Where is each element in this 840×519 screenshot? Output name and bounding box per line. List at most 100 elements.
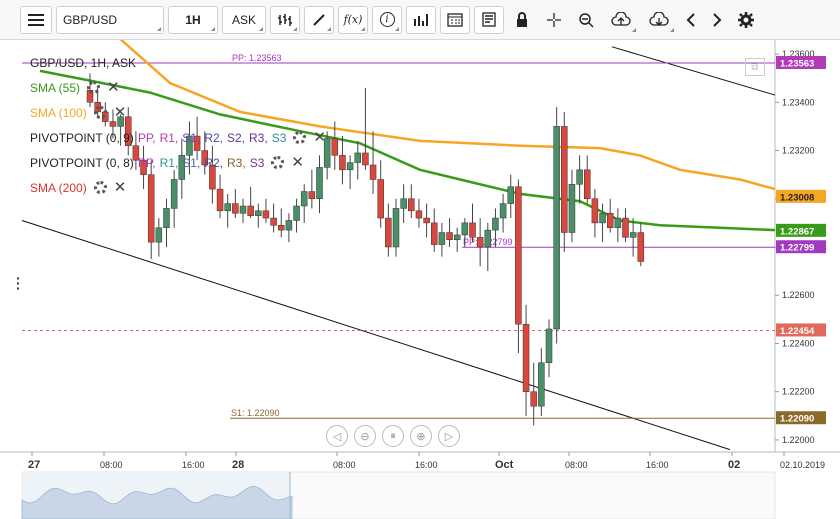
price-chart[interactable]: 1.236001.234001.232001.230001.228001.226… [0, 40, 840, 519]
candle-body [170, 179, 178, 209]
gear-icon[interactable] [87, 81, 101, 94]
candle [476, 218, 484, 267]
price-tag-pp-mid-bg [776, 240, 826, 254]
candle-body [163, 208, 170, 228]
zoom-in-icon: ⊕ [416, 430, 426, 443]
candle-body [614, 217, 622, 228]
candle-body [140, 159, 147, 175]
sma55-line [39, 69, 776, 232]
close-icon[interactable]: ✕ [291, 153, 304, 171]
bar-style-button[interactable] [270, 5, 300, 34]
candle-body [331, 138, 339, 156]
candle-body [423, 217, 430, 224]
candle-body [285, 220, 293, 231]
candle-body [446, 232, 453, 241]
candle-body [461, 222, 469, 236]
x-tick-label: 16:00 [182, 460, 205, 470]
close-icon[interactable]: ✕ [113, 178, 127, 196]
sma55-label[interactable]: SMA (55) [30, 80, 81, 95]
candle [232, 189, 239, 219]
candle [423, 203, 430, 238]
legend-sma55-row: SMA (55) ✕ [30, 75, 326, 100]
candle-body [216, 188, 224, 212]
symbol-selector[interactable]: GBP/USD [56, 5, 164, 34]
gear-icon[interactable] [93, 106, 107, 119]
pivot2-r3: R3, [227, 155, 246, 170]
lock-button[interactable] [508, 6, 536, 34]
download-icon [649, 11, 669, 26]
candle-body [530, 391, 537, 407]
pivot1-r1: R1, [159, 130, 179, 145]
close-icon[interactable]: ✕ [113, 103, 127, 121]
upload-button[interactable] [604, 6, 638, 34]
y-tick-label: 1.23200 [782, 146, 815, 156]
candle [293, 198, 300, 233]
zoom-button[interactable] [572, 6, 600, 34]
sma200-label[interactable]: SMA (200) [30, 180, 87, 195]
gear-icon[interactable] [293, 131, 307, 144]
info-button[interactable]: i [372, 5, 402, 34]
chart-area[interactable]: 1.236001.234001.232001.230001.228001.226… [0, 40, 840, 519]
candle [308, 169, 316, 209]
draw-button[interactable] [304, 5, 334, 34]
close-icon[interactable]: ✕ [313, 128, 326, 146]
zoom-in-button[interactable]: ⊕ [410, 425, 432, 447]
layout-button[interactable] [474, 5, 504, 34]
candle [346, 155, 354, 190]
candle [125, 107, 132, 156]
gear-icon[interactable] [93, 181, 107, 194]
candle-body [599, 212, 606, 224]
candle-body [132, 145, 140, 161]
candle-body [209, 164, 216, 190]
y-tick-label: 1.22200 [782, 387, 815, 397]
candle [614, 208, 622, 243]
pivot1-r3: R3, [249, 130, 268, 145]
reset-button[interactable]: ⏸ [382, 425, 404, 447]
pivot2-label[interactable]: PIVOTPOINT (0, 8) [30, 155, 134, 170]
panel-resize-handle[interactable]: · · · [16, 270, 21, 296]
price-tag-s1: 1.22090 [780, 414, 814, 425]
pivot2-s3: S3 [249, 155, 265, 170]
candle [568, 169, 576, 243]
settings-button[interactable] [732, 6, 760, 34]
menu-button[interactable] [20, 5, 52, 34]
volume-button[interactable] [406, 5, 436, 34]
candle-body [408, 198, 415, 212]
candle-body [117, 116, 124, 127]
pivot1-label[interactable]: PIVOTPOINT (0, 9) [30, 130, 134, 145]
download-button[interactable] [642, 6, 676, 34]
scroll-forward-button[interactable]: ▷ [438, 425, 460, 447]
candle [147, 160, 155, 260]
chevron-left-icon [686, 12, 695, 27]
close-icon[interactable]: ✕ [107, 78, 120, 96]
timeframe-selector[interactable]: 1H [168, 5, 218, 34]
crosshair-button[interactable] [540, 6, 568, 34]
gear-icon[interactable] [271, 156, 285, 169]
candle-body [339, 155, 346, 171]
candle [446, 218, 453, 247]
candle [599, 203, 606, 243]
maximize-button[interactable]: ⧉ [745, 58, 765, 76]
candle [262, 198, 270, 223]
trend-line-upper [611, 46, 776, 96]
candle [331, 121, 339, 170]
scroll-back-button[interactable]: ◁ [326, 425, 348, 447]
candle [408, 184, 415, 219]
candle [193, 116, 201, 161]
scroll-right-button[interactable] [706, 6, 728, 34]
function-button[interactable]: f(x) [338, 5, 368, 34]
candle-body [300, 191, 308, 207]
scroll-left-button[interactable] [680, 6, 702, 34]
zoom-out-button[interactable]: ⊖ [354, 425, 376, 447]
sma100-label[interactable]: SMA (100) [30, 105, 87, 120]
chart-navigation: ◁ ⊖ ⏸ ⊕ ▷ [326, 425, 460, 447]
price-side-selector[interactable]: ASK [222, 5, 266, 34]
candle-body [369, 164, 377, 180]
candle [117, 114, 124, 146]
candle [538, 348, 545, 416]
candle [224, 193, 231, 228]
candle-body [561, 126, 568, 233]
pivot2-r2: R2, [204, 155, 223, 170]
candle [255, 203, 262, 228]
calendar-button[interactable] [440, 5, 470, 34]
